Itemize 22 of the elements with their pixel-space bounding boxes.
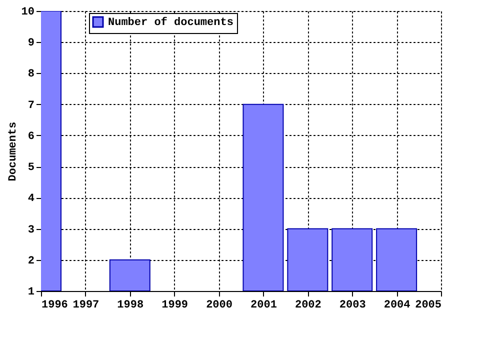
x-tick-label: 2001 [250, 300, 278, 312]
x-tick-label: 1996 [42, 300, 68, 312]
x-tick-label: 1998 [117, 300, 144, 312]
x-tick-label: 2002 [294, 300, 322, 312]
x-tick-label: 2005 [415, 300, 442, 312]
y-tick-label: 10 [21, 6, 34, 18]
y-tick-label: 3 [28, 224, 35, 236]
y-tick-label: 4 [28, 193, 35, 206]
y-axis-title: Documents [7, 122, 20, 182]
y-tick-label: 8 [28, 68, 35, 81]
y-tick-label: 9 [28, 38, 34, 50]
x-tick-label: 2000 [206, 300, 232, 312]
legend-label: Number of documents [108, 16, 234, 29]
x-tick-label: 2004 [384, 300, 411, 312]
y-tick-label: 6 [28, 130, 34, 143]
y-tick-label: 5 [28, 162, 35, 174]
x-tick-label: 2003 [339, 300, 366, 312]
y-tick-label: 2 [28, 255, 34, 268]
y-tick-label: 1 [28, 286, 35, 298]
y-tick-label: 7 [28, 100, 34, 112]
x-tick-label: 1997 [72, 300, 100, 312]
x-tick-label: 1999 [162, 300, 188, 312]
